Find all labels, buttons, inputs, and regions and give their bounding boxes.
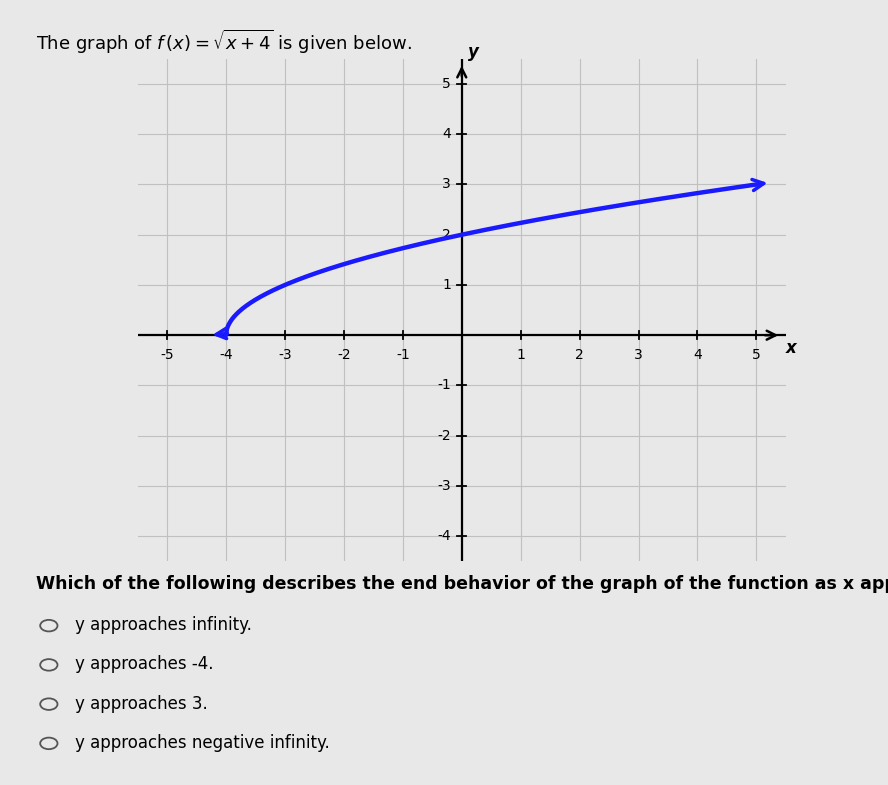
Text: -1: -1 bbox=[396, 348, 409, 362]
Text: -2: -2 bbox=[337, 348, 351, 362]
Text: Which of the following describes the end behavior of the graph of the function a: Which of the following describes the end… bbox=[36, 575, 888, 593]
Text: 3: 3 bbox=[442, 177, 451, 192]
Text: y: y bbox=[468, 43, 479, 61]
Text: -4: -4 bbox=[438, 529, 451, 543]
Text: 1: 1 bbox=[516, 348, 525, 362]
Text: 4: 4 bbox=[694, 348, 702, 362]
Text: 1: 1 bbox=[442, 278, 451, 292]
Text: 5: 5 bbox=[752, 348, 761, 362]
Text: 2: 2 bbox=[575, 348, 584, 362]
Text: -2: -2 bbox=[438, 429, 451, 443]
Text: -3: -3 bbox=[278, 348, 292, 362]
Text: -5: -5 bbox=[161, 348, 174, 362]
Text: 3: 3 bbox=[634, 348, 643, 362]
Text: 4: 4 bbox=[442, 127, 451, 141]
Text: -1: -1 bbox=[438, 378, 451, 392]
Text: y approaches negative infinity.: y approaches negative infinity. bbox=[75, 734, 330, 752]
Text: -3: -3 bbox=[438, 479, 451, 493]
Text: y approaches 3.: y approaches 3. bbox=[75, 695, 208, 713]
Text: The graph of $f\,(x) = \sqrt{x+4}$ is given below.: The graph of $f\,(x) = \sqrt{x+4}$ is gi… bbox=[36, 27, 411, 56]
Text: y approaches infinity.: y approaches infinity. bbox=[75, 616, 252, 634]
Text: y approaches -4.: y approaches -4. bbox=[75, 655, 214, 674]
Text: -4: -4 bbox=[219, 348, 233, 362]
Text: x: x bbox=[786, 339, 797, 357]
Text: 5: 5 bbox=[442, 77, 451, 91]
Text: 2: 2 bbox=[442, 228, 451, 242]
